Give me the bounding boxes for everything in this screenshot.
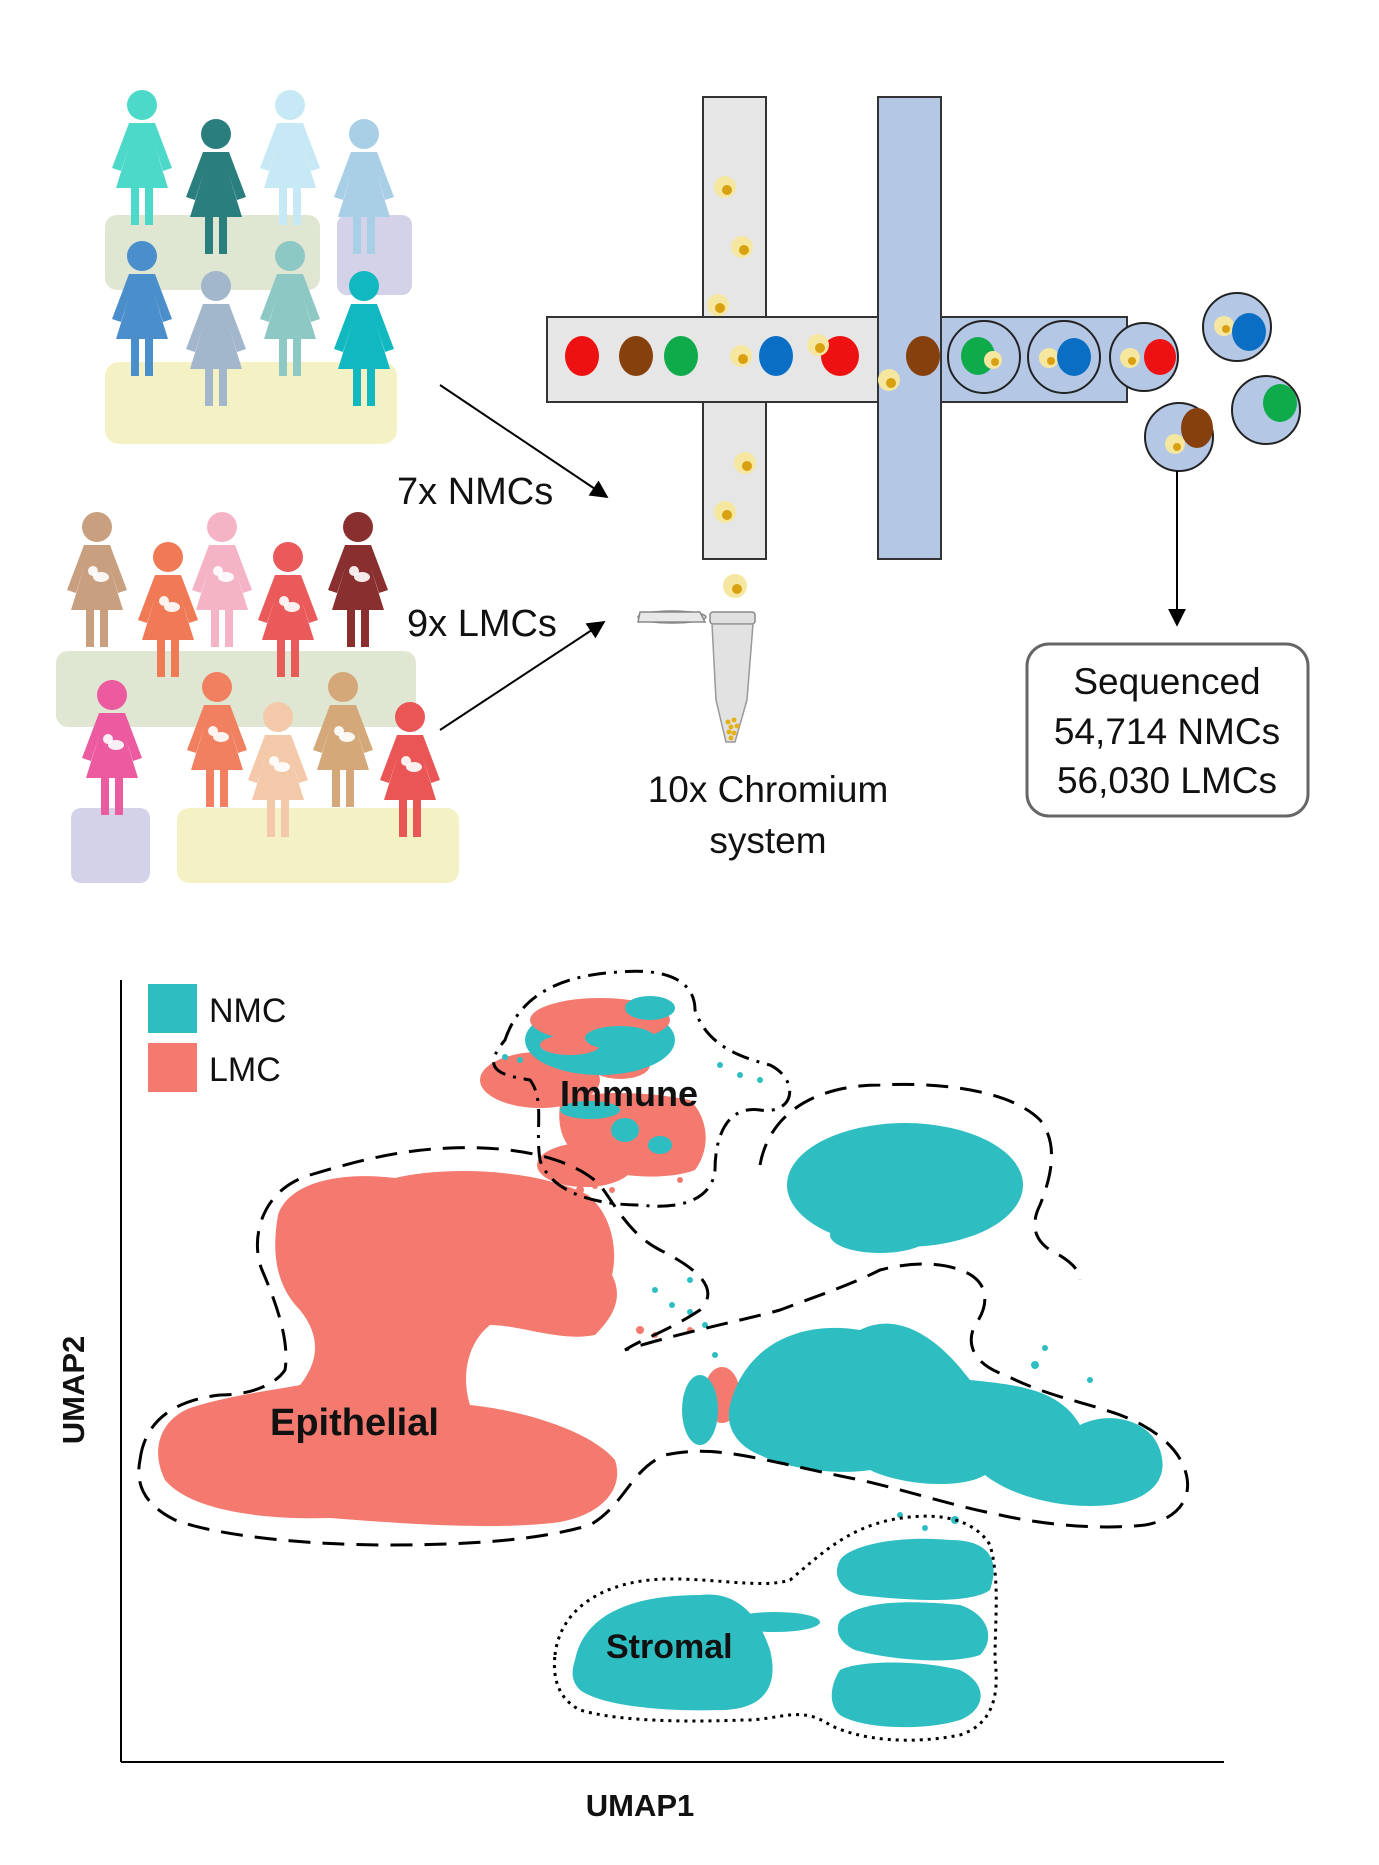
umap-plot: UMAP1 UMAP2 NMC LMC bbox=[56, 969, 1224, 1823]
nmc-arrow-label: 7x NMCs bbox=[397, 471, 553, 513]
sequenced-box bbox=[1025, 642, 1310, 818]
chromium-label: system bbox=[709, 820, 826, 861]
legend-swatch-nmc bbox=[148, 984, 197, 1033]
pedestal bbox=[177, 808, 459, 883]
epithelial-cluster-border bbox=[758, 1082, 1082, 1281]
donor-icon bbox=[260, 90, 320, 225]
bead bbox=[565, 336, 599, 376]
epithelial-cluster-border bbox=[137, 1146, 1190, 1547]
nmc-arrow bbox=[439, 384, 609, 499]
bead bbox=[759, 336, 793, 376]
donor-icon bbox=[67, 512, 127, 647]
lmc-donor-group bbox=[56, 512, 459, 883]
legend-label-nmc: NMC bbox=[209, 992, 286, 1030]
chromium-label: 10x Chromium bbox=[648, 769, 889, 810]
legend-label-lmc: LMC bbox=[209, 1051, 281, 1089]
bead bbox=[619, 336, 653, 376]
tube-icon bbox=[637, 610, 756, 743]
bead bbox=[906, 336, 940, 376]
lmc-arrow-label: 9x LMCs bbox=[407, 603, 557, 645]
sequenced-nmc-count: 54,714 NMCs bbox=[1054, 711, 1280, 752]
donor-icon bbox=[328, 512, 388, 647]
bead bbox=[664, 336, 698, 376]
stromal-cluster-border bbox=[552, 1514, 998, 1742]
microfluidic-chip bbox=[546, 96, 1301, 598]
donor-icon bbox=[112, 90, 172, 225]
epithelial-cluster-label: Epithelial bbox=[270, 1402, 439, 1444]
stromal-cluster-label: Stromal bbox=[606, 1628, 733, 1666]
pedestal bbox=[71, 808, 150, 883]
droplets bbox=[947, 292, 1301, 472]
immune-cluster-label: Immune bbox=[560, 1073, 698, 1114]
x-axis-label: UMAP1 bbox=[586, 1788, 695, 1823]
sequenced-title: Sequenced bbox=[1073, 661, 1260, 702]
sequenced-lmc-count: 56,030 LMCs bbox=[1057, 760, 1277, 801]
y-axis-label: UMAP2 bbox=[56, 1336, 91, 1445]
legend-swatch-lmc bbox=[148, 1043, 197, 1092]
pedestal bbox=[56, 651, 416, 727]
pedestal bbox=[105, 362, 397, 444]
donor-icon bbox=[192, 512, 252, 647]
bead bbox=[821, 336, 859, 376]
lmc-arrow bbox=[439, 621, 606, 731]
immune-cell-cloud bbox=[502, 996, 763, 1183]
nmc-cell-cloud bbox=[525, 1005, 1163, 1728]
nmc-donor-group bbox=[105, 90, 412, 444]
